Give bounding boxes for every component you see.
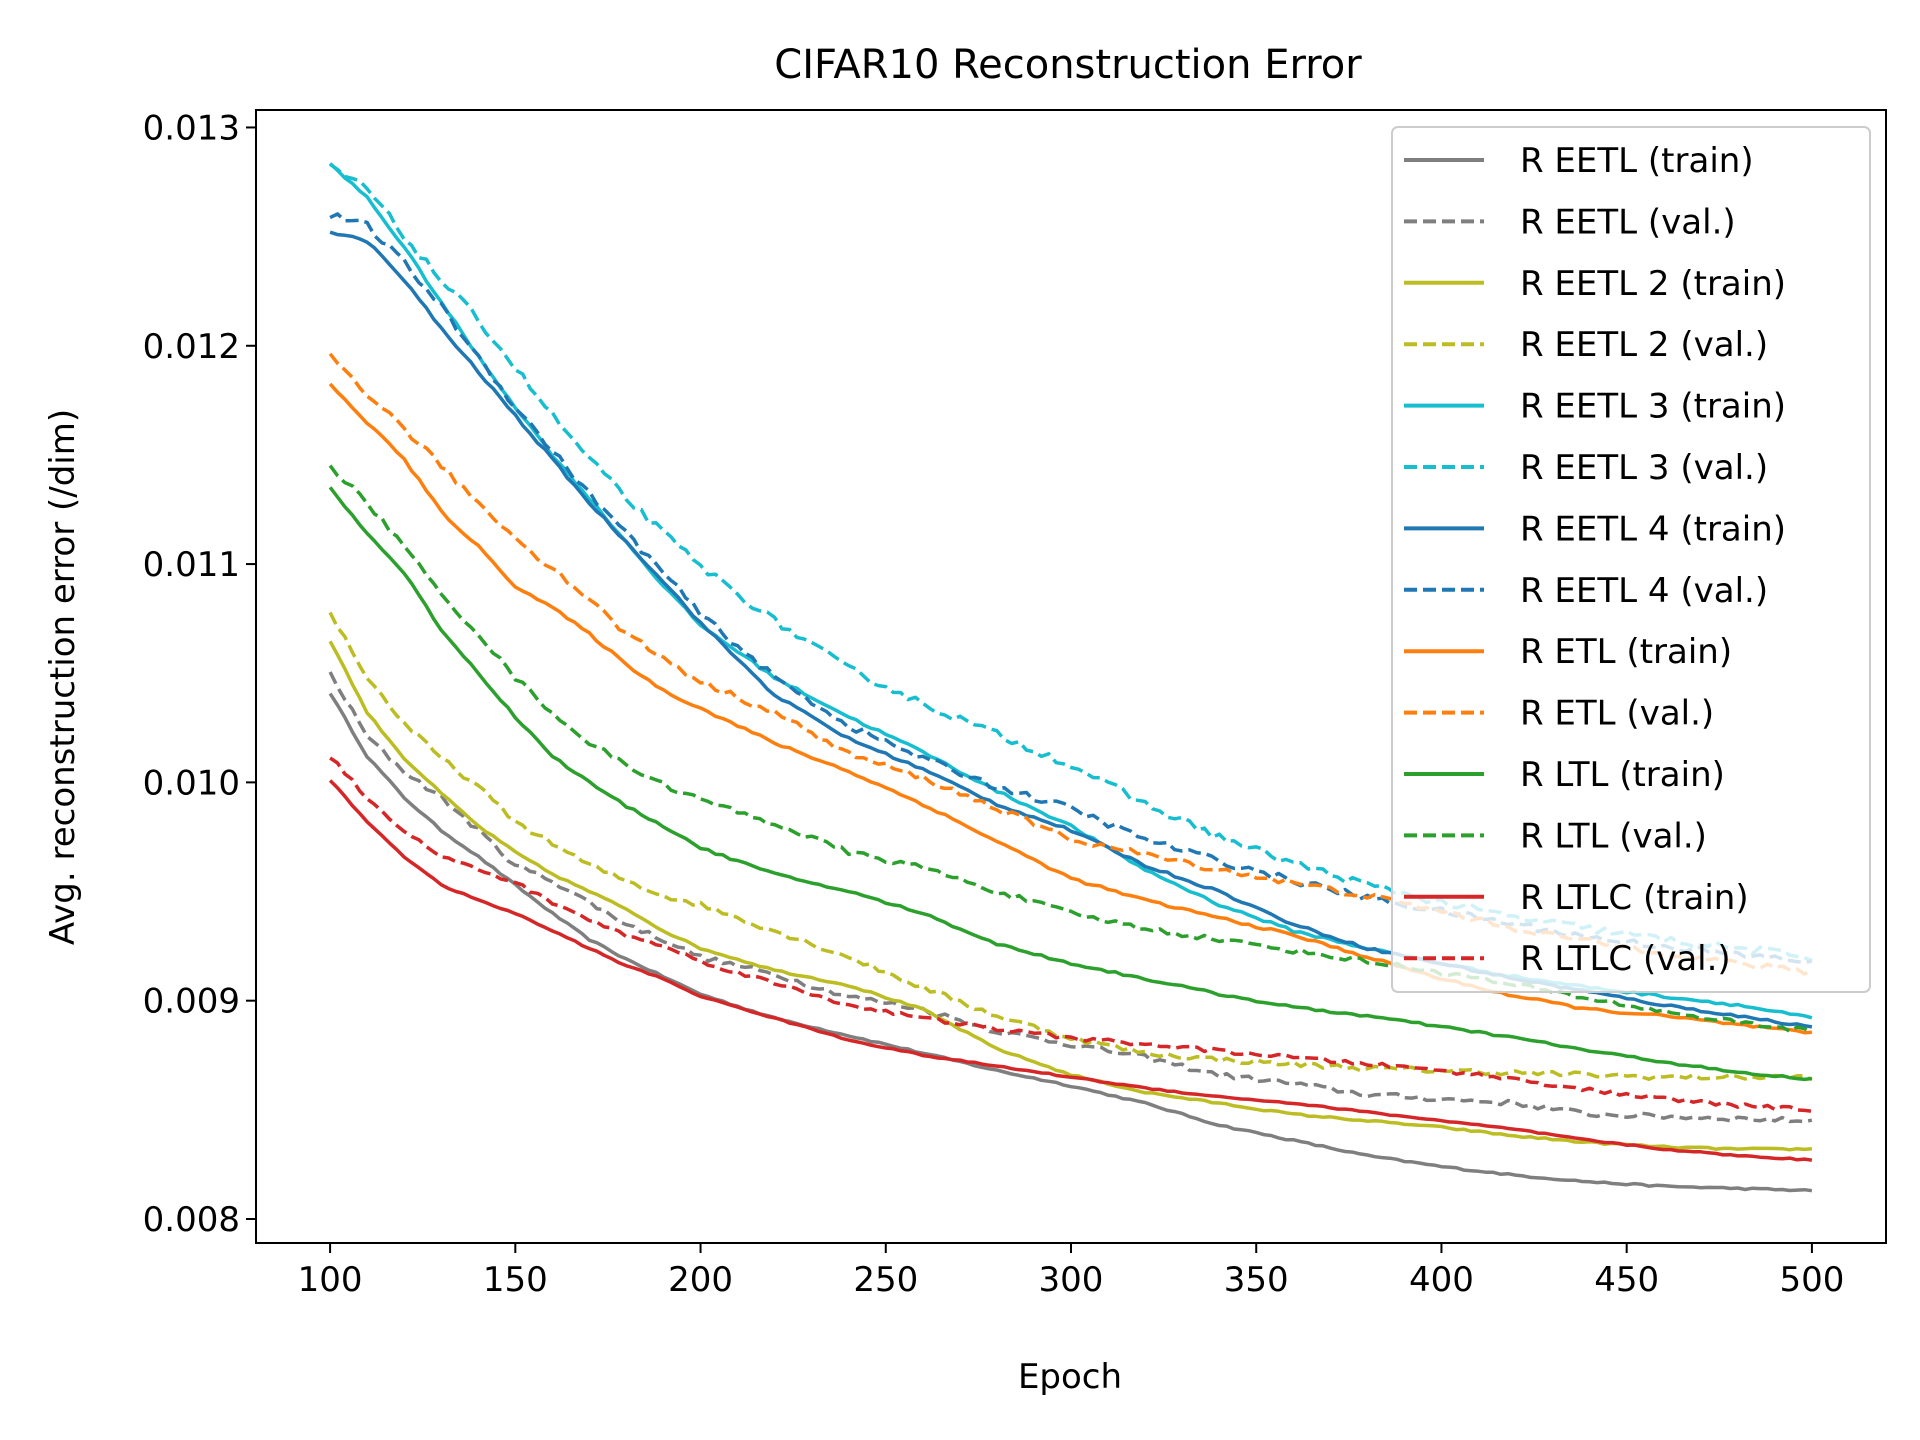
legend-label: R EETL 3 (val.) — [1520, 448, 1768, 488]
legend-label: R LTL (val.) — [1520, 816, 1707, 856]
legend-label: R LTL (train) — [1520, 755, 1725, 795]
y-tick-label: 0.013 — [143, 108, 240, 148]
y-tick-label: 0.010 — [143, 763, 240, 803]
x-tick-label: 100 — [298, 1260, 363, 1300]
x-tick-label: 200 — [668, 1260, 733, 1300]
legend-label: R EETL 2 (train) — [1520, 264, 1786, 304]
x-tick-label: 150 — [483, 1260, 548, 1300]
x-tick-label: 400 — [1409, 1260, 1474, 1300]
y-axis-label: Avg. reconstruction error (/dim) — [43, 409, 83, 945]
series-line-11 — [328, 486, 1813, 1082]
legend-label: R LTLC (val.) — [1520, 939, 1731, 979]
series-line-13 — [328, 779, 1813, 1162]
x-tick-label: 500 — [1779, 1260, 1844, 1300]
series-line-4 — [328, 611, 1813, 1082]
x-axis-label: Epoch — [1018, 1357, 1122, 1397]
x-tick-label: 250 — [853, 1260, 918, 1300]
chart-title: CIFAR10 Reconstruction Error — [774, 42, 1362, 88]
y-tick-label: 0.012 — [143, 327, 240, 367]
legend-label: R EETL (val.) — [1520, 202, 1736, 242]
y-tick-label: 0.009 — [143, 982, 240, 1022]
legend-label: R ETL (train) — [1520, 632, 1732, 672]
series-line-14 — [329, 756, 1813, 1113]
x-tick-label: 450 — [1594, 1260, 1659, 1300]
y-axis-ticks: 0.008 0.009 0.010 0.011 0.012 0.013 — [143, 108, 256, 1240]
legend-label: R EETL 4 (train) — [1520, 509, 1786, 549]
series-line-1 — [328, 692, 1813, 1193]
legend: R EETL (train) R EETL (val.) R EETL 2 (tra… — [1391, 126, 1871, 993]
y-tick-label: 0.008 — [143, 1200, 240, 1240]
series-line-2 — [328, 671, 1813, 1124]
series-line-9 — [328, 382, 1813, 1035]
x-axis-ticks: 100 150 200 250 300 350 400 450 500 — [298, 1243, 1844, 1300]
series-line-3 — [328, 640, 1813, 1152]
legend-label: R ETL (val.) — [1520, 694, 1714, 734]
x-tick-label: 350 — [1224, 1260, 1289, 1300]
legend-box — [1391, 126, 1871, 993]
legend-label: R EETL 4 (val.) — [1520, 571, 1768, 611]
legend-label: R EETL (train) — [1520, 141, 1754, 181]
legend-label: R LTLC (train) — [1520, 878, 1749, 918]
legend-label: R EETL 3 (train) — [1520, 387, 1786, 427]
x-tick-label: 300 — [1039, 1260, 1104, 1300]
legend-label: R EETL 2 (val.) — [1520, 325, 1768, 365]
y-tick-label: 0.011 — [143, 545, 240, 585]
